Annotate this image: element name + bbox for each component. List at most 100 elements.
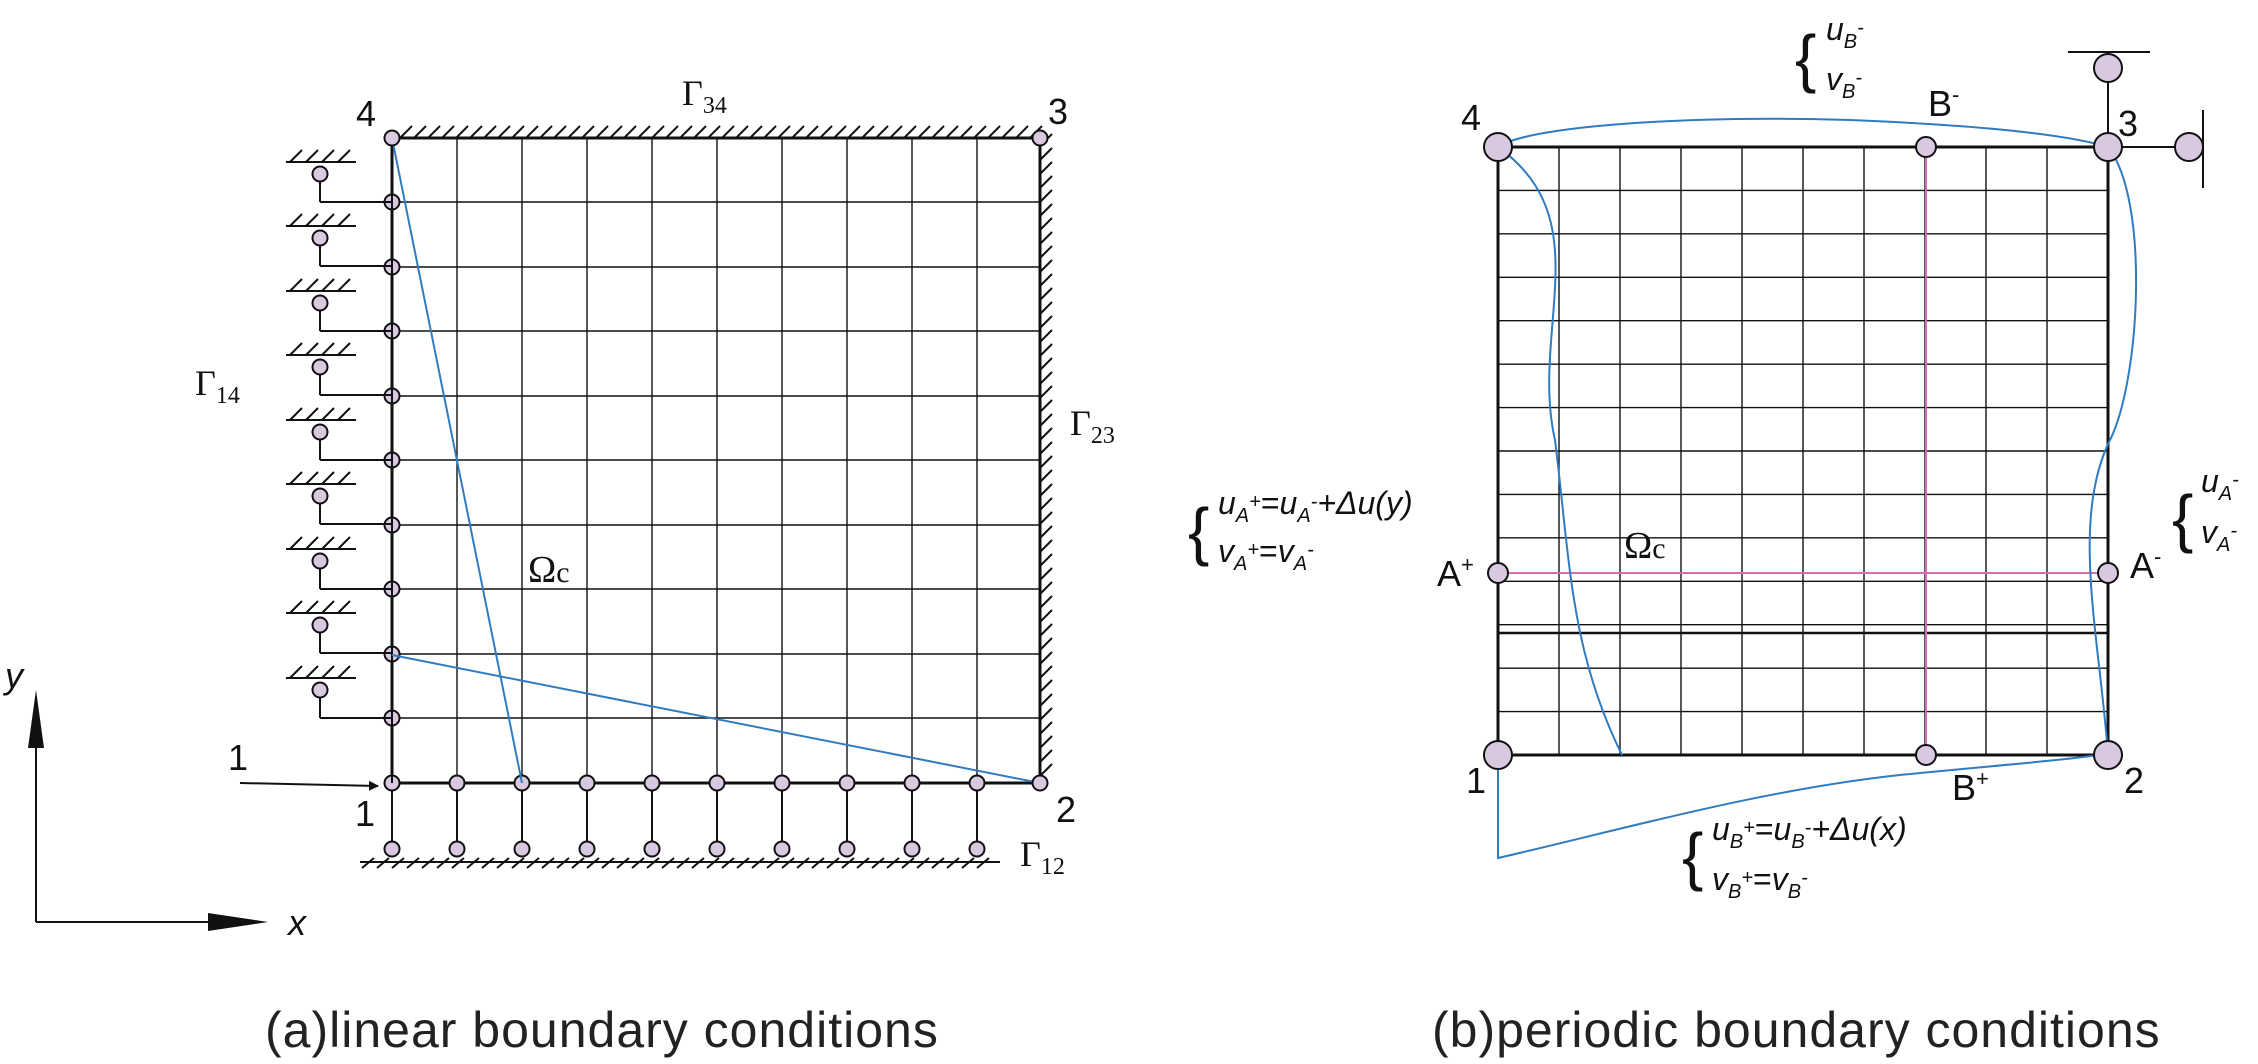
boundary-node (578, 774, 596, 792)
support-hatch (337, 471, 351, 485)
support-hatch (337, 149, 351, 163)
blue-line-bottom (391, 654, 1041, 784)
boundary-node (903, 774, 921, 792)
support-hatch (337, 342, 351, 356)
corner-node-4-a (383, 129, 401, 147)
support-hatch (289, 600, 303, 614)
hatch-mark-right (1039, 679, 1053, 693)
hatch-mark-right (1039, 371, 1053, 385)
caption-a: (a)linear boundary conditions (265, 1002, 939, 1058)
hatch-mark-right (1039, 637, 1053, 651)
corner-label-1-a: 1 (355, 793, 375, 834)
hatch-mark-right (1039, 749, 1053, 763)
hatch-mark-right (1039, 441, 1053, 455)
hatch-mark-top (931, 125, 945, 139)
left-roller-supports (286, 138, 401, 783)
y-axis-label: y (2, 655, 25, 696)
ground-hatch (646, 857, 660, 869)
ground-hatch (661, 857, 675, 869)
hatch-mark-right (1039, 455, 1053, 469)
gamma-12-label: Γ12 (1020, 834, 1065, 880)
support-hatch (337, 407, 351, 421)
hatch-mark-right (1039, 315, 1053, 329)
ground-hatch (511, 857, 525, 869)
corner-3-top-roller (2093, 53, 2123, 83)
support-hatch (305, 342, 319, 356)
hatch-mark-right (1039, 665, 1053, 679)
ground-hatch (916, 857, 930, 869)
hatch-mark-top (889, 125, 903, 139)
hatch-mark-top (553, 125, 567, 139)
hatch-mark-top (525, 125, 539, 139)
hatch-mark-right (1039, 203, 1053, 217)
ground-hatch (706, 857, 720, 869)
ground-hatch (976, 857, 990, 869)
corner-label-3-b: 3 (2118, 103, 2138, 144)
hatch-mark-right (1039, 231, 1053, 245)
blue-deformed-right (2088, 146, 2137, 756)
gamma-34-label: Γ34 (682, 73, 727, 119)
ground-hatch (811, 857, 825, 869)
support-hatch (289, 278, 303, 292)
hatch-mark-top (427, 125, 441, 139)
hatch-mark-top (665, 125, 679, 139)
roller (513, 840, 531, 858)
support-hatch (305, 149, 319, 163)
ground-hatch (901, 857, 915, 869)
corner-label-4-a: 4 (356, 93, 376, 134)
node-a-minus (2097, 562, 2119, 584)
hatch-mark-right (1039, 287, 1053, 301)
ground-hatch (361, 857, 375, 869)
boundary-node (448, 774, 466, 792)
ground-hatch (931, 857, 945, 869)
hatch-mark-right (1039, 385, 1053, 399)
hatch-mark-top (819, 125, 833, 139)
hatch-mark-top (651, 125, 665, 139)
domain-boundary-b (1496, 145, 2110, 757)
panel-a: 4 3 2 1 1 Γ34 Γ14 Γ23 Γ12 Ωc y x (a)line… (2, 73, 1115, 1058)
ground-hatch (466, 857, 480, 869)
point-label-a-minus: A- (2130, 544, 2161, 586)
blue-deformed-left (1497, 146, 1623, 756)
hatch-mark-right (1039, 343, 1053, 357)
ground-hatch (826, 857, 840, 869)
boundary-node (968, 774, 986, 792)
brace-right: { (2172, 482, 2193, 554)
point-label-b-plus: B+ (1952, 766, 1989, 808)
ground-hatch (721, 857, 735, 869)
support-hatch (321, 278, 335, 292)
gamma-23-label: Γ23 (1070, 403, 1115, 449)
point-label-a-plus: A+ (1437, 552, 1474, 594)
hatch-mark-right (1039, 609, 1053, 623)
ground-hatch (751, 857, 765, 869)
ground-hatch (676, 857, 690, 869)
ground-hatch (481, 857, 495, 869)
hatch-mark-right (1039, 147, 1053, 161)
ground-hatch (526, 857, 540, 869)
support-hatch (289, 342, 303, 356)
hatch-mark-top (469, 125, 483, 139)
corner-label-4-b: 4 (1461, 97, 1481, 138)
eq-left-line2: vA+=vA- (1218, 533, 1314, 575)
ground-hatch (436, 857, 450, 869)
support-hatch (337, 600, 351, 614)
ground-hatch (796, 857, 810, 869)
blue-deformed-bottom (1497, 751, 2121, 860)
corner-label-2-a: 2 (1056, 789, 1076, 830)
hatch-mark-right (1039, 707, 1053, 721)
node-a-plus (1487, 562, 1509, 584)
hatch-mark-right (1039, 553, 1053, 567)
corner-label-1-b: 1 (1466, 760, 1486, 801)
fixed-hatching-a (399, 125, 1053, 777)
hatch-mark-right (1039, 525, 1053, 539)
ground-hatch (856, 857, 870, 869)
hatch-mark-top (735, 125, 749, 139)
ground-hatch (691, 857, 705, 869)
gamma-14-label: Γ14 (195, 363, 240, 409)
eq-top-line1: uB- (1826, 11, 1864, 53)
hatch-mark-right (1039, 651, 1053, 665)
ground-hatch (961, 857, 975, 869)
corner-node-2-b (2093, 740, 2123, 770)
hatch-mark-top (679, 125, 693, 139)
hatch-mark-top (483, 125, 497, 139)
